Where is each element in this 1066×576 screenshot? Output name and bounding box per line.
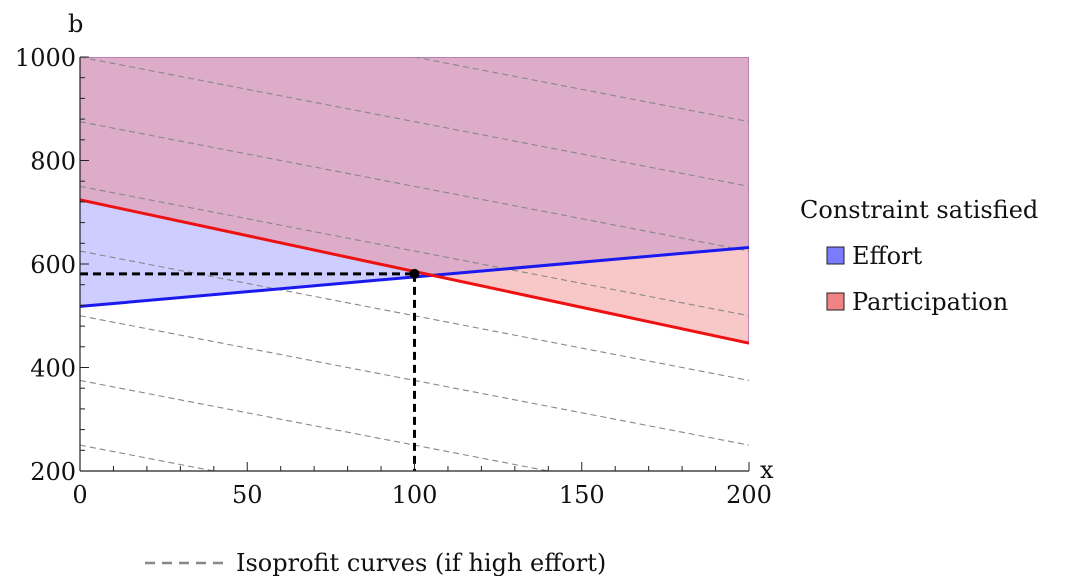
legend-title: Constraint satisfied	[800, 196, 1038, 224]
isoprofit-curve-4	[80, 185, 749, 317]
x-tick-label-150: 150	[559, 481, 605, 509]
y-tick-label-200: 200	[30, 458, 76, 486]
y-tick-label-1000: 1000	[15, 44, 76, 72]
y-tick-label-400: 400	[30, 355, 76, 383]
optimum-point-group	[409, 268, 420, 279]
y-tick-label-600: 600	[30, 251, 76, 279]
effort-region	[80, 57, 749, 307]
legend-swatch-effort	[826, 246, 845, 265]
optimum-guides	[80, 272, 416, 471]
optimum-point	[409, 268, 420, 279]
constraint-regions	[80, 57, 749, 344]
y-axis-label: b	[68, 10, 83, 38]
isoprofit-curve-8	[746, 57, 749, 58]
participation-region	[80, 57, 749, 344]
isoprofit-curve-6	[80, 57, 749, 187]
x-tick-label-200: 200	[726, 481, 772, 509]
legend-label-effort: Effort	[852, 242, 922, 270]
x-tick-label-100: 100	[392, 481, 438, 509]
ticks: 0 50 100 150 200 200 400 600 800 1000	[15, 44, 772, 509]
isoprofit-legend-label: Isoprofit curves (if high effort)	[236, 549, 606, 576]
isoprofit-legend: Isoprofit curves (if high effort)	[145, 549, 606, 576]
legend-label-participation: Participation	[852, 288, 1008, 316]
x-tick-label-0: 0	[72, 481, 87, 509]
y-tick-label-800: 800	[30, 148, 76, 176]
isoprofit-curve-0	[80, 444, 217, 471]
x-axis-label: x	[760, 456, 774, 484]
isoprofit-curve-5	[80, 121, 749, 252]
legend: Constraint satisfied Effort Participatio…	[800, 196, 1038, 316]
x-tick-label-50: 50	[232, 481, 263, 509]
legend-swatch-participation	[826, 292, 845, 311]
